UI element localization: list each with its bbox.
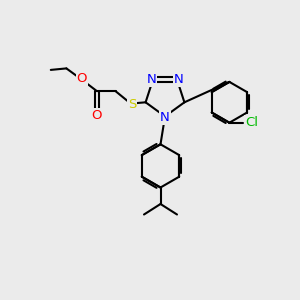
Text: S: S	[128, 98, 136, 111]
Text: O: O	[77, 72, 87, 86]
Text: N: N	[147, 73, 156, 86]
Text: N: N	[174, 73, 183, 86]
Text: Cl: Cl	[245, 116, 258, 129]
Text: N: N	[160, 111, 170, 124]
Text: O: O	[92, 109, 102, 122]
